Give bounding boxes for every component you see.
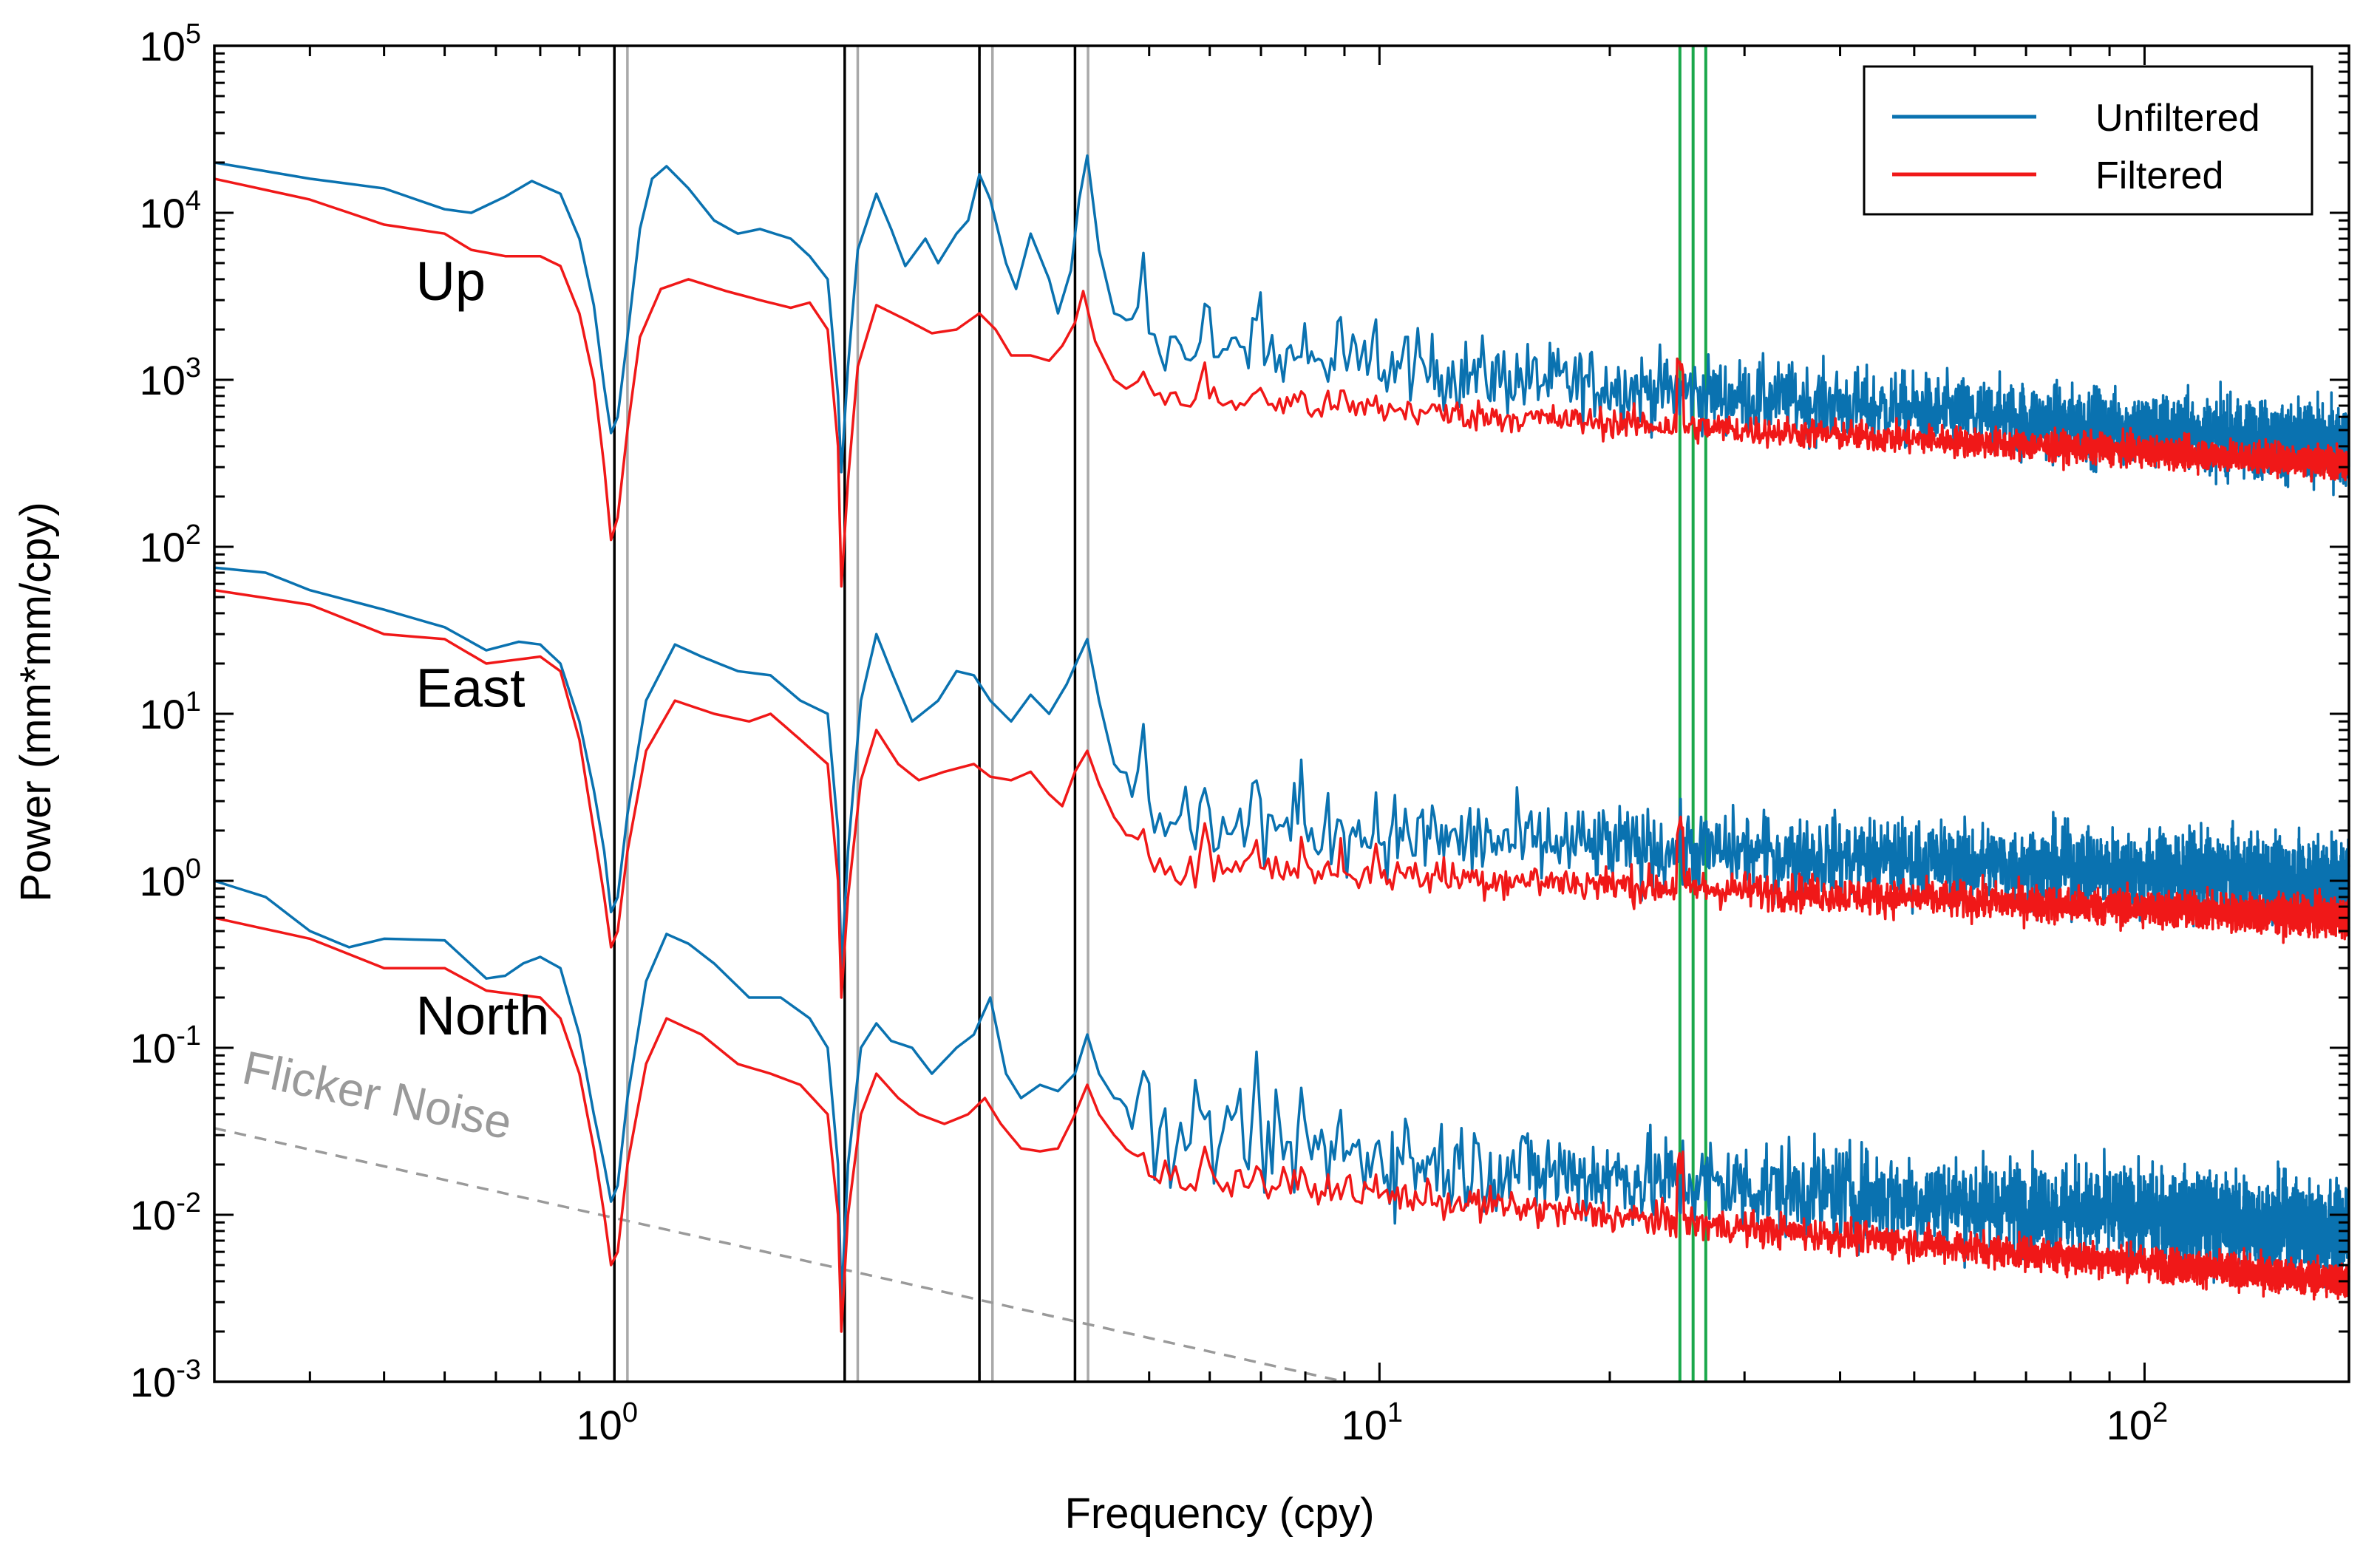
y-tick-label-base: 10: [140, 858, 186, 904]
y-tick-label-base: 10: [140, 357, 186, 403]
reference-lines: [613, 46, 1707, 1382]
y-tick-label-exp: 2: [186, 519, 201, 550]
y-tick-label: 10-3: [130, 1354, 201, 1405]
flicker-noise-label: Flicker Noise: [238, 1040, 517, 1149]
x-tick-label-exp: 0: [622, 1397, 638, 1428]
x-tick-label-base: 10: [577, 1402, 622, 1448]
y-tick-label-exp: 0: [186, 853, 201, 884]
legend-label-filtered: Filtered: [2095, 154, 2223, 197]
y-tick-label: 103: [140, 352, 201, 403]
series-filtered-north: [214, 916, 2350, 1333]
y-tick-label-exp: 3: [186, 352, 201, 384]
y-tick-label-base: 10: [140, 524, 186, 570]
x-tick-label-exp: 1: [1387, 1397, 1403, 1428]
panel-label-east: East: [415, 658, 526, 719]
legend: Unfiltered Filtered: [1863, 65, 2313, 216]
y-tick-label-base: 10: [140, 23, 186, 69]
y-tick-label: 104: [140, 185, 201, 236]
series-unfiltered-north: [214, 879, 2350, 1303]
flicker-noise-line: [214, 1127, 1345, 1383]
y-tick-label: 101: [140, 686, 201, 737]
y-tick-label-exp: 4: [186, 185, 201, 217]
y-tick-label: 10-1: [130, 1020, 201, 1071]
series-unfiltered-up: [214, 154, 2350, 497]
y-tick-label-exp: 5: [186, 18, 201, 50]
panel-labels: Up East North: [415, 250, 549, 1046]
series-filtered-east: [214, 588, 2350, 999]
legend-box: [1863, 65, 2313, 216]
y-tick-label-base: 10: [130, 1192, 176, 1238]
x-tick-label: 100: [577, 1397, 638, 1448]
y-tick-label: 10-2: [130, 1187, 201, 1238]
x-tick-label-exp: 2: [2152, 1397, 2168, 1428]
y-tick-label-base: 10: [140, 691, 186, 737]
y-tick-label-exp: -1: [176, 1020, 201, 1051]
legend-label-unfiltered: Unfiltered: [2095, 97, 2260, 140]
y-tick-label: 102: [140, 519, 201, 570]
y-tick-label-exp: -3: [176, 1354, 201, 1385]
y-tick-label-exp: 1: [186, 686, 201, 717]
y-tick-label-base: 10: [140, 190, 186, 236]
x-tick-label: 102: [2107, 1397, 2168, 1448]
flicker-noise-group: Flicker Noise: [214, 1040, 1345, 1383]
x-tick-label-base: 10: [1342, 1402, 1387, 1448]
y-tick-label: 100: [140, 853, 201, 904]
x-tick-label-base: 10: [2107, 1402, 2152, 1448]
y-axis-label: Power (mm*mm/cpy): [12, 502, 60, 901]
y-tick-label-base: 10: [130, 1025, 176, 1071]
y-tick-label: 105: [140, 18, 201, 69]
y-tick-label-base: 10: [130, 1359, 176, 1405]
x-axis-label: Frequency (cpy): [1064, 1490, 1374, 1538]
series-unfiltered-east: [214, 566, 2350, 969]
series-filtered-up: [214, 177, 2350, 588]
series-group: [214, 154, 2350, 1333]
y-tick-label-exp: -2: [176, 1187, 201, 1218]
panel-label-up: Up: [415, 250, 486, 312]
x-tick-label: 101: [1342, 1397, 1403, 1448]
panel-label-north: North: [415, 985, 549, 1046]
